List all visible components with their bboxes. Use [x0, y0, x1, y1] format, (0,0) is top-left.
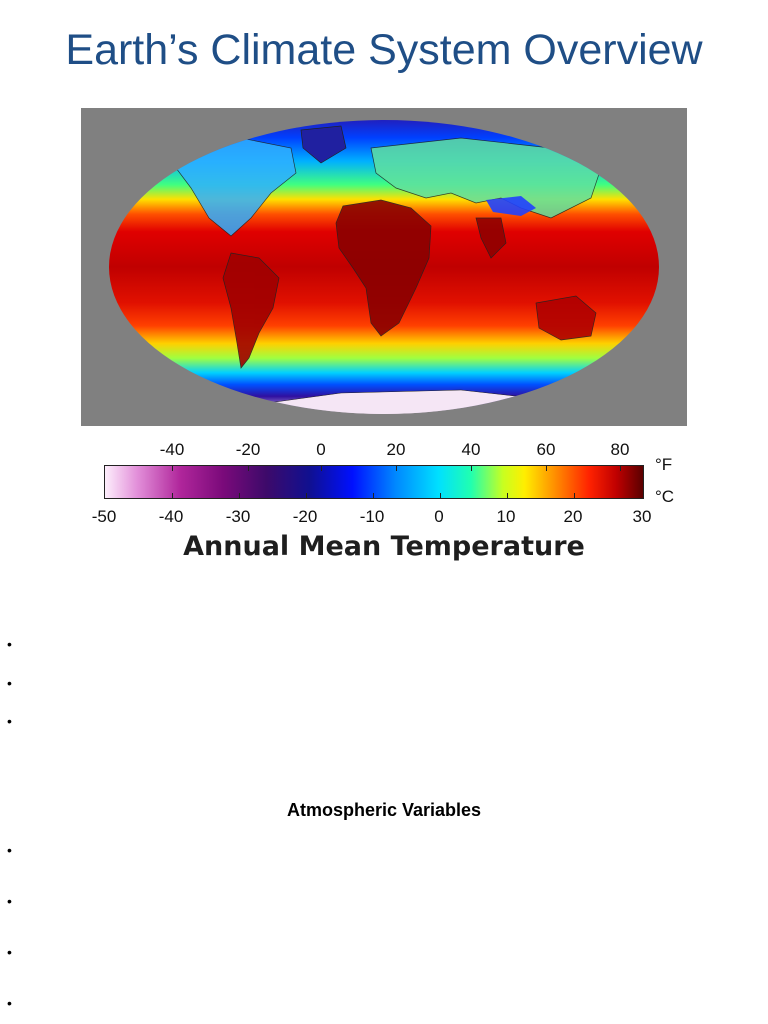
bullet-item: •: [7, 636, 12, 652]
c-tick-label: 0: [434, 507, 444, 526]
continent-australia: [535, 295, 597, 341]
section-heading: Atmospheric Variables: [286, 800, 482, 820]
fahrenheit-scale: -40 -20 0 20 40 60 80: [0, 440, 768, 462]
bullet-item: •: [7, 713, 12, 729]
continent-south-asia: [475, 217, 507, 259]
f-tick-label: 40: [461, 440, 481, 459]
continent-africa: [335, 199, 432, 337]
f-tick-label: -40: [159, 440, 185, 459]
c-tick-label: -30: [225, 507, 251, 526]
greenland: [300, 125, 347, 164]
temperature-colorbar: [104, 465, 644, 499]
tibet-cold-spot: [486, 196, 536, 216]
celsius-unit: °C: [655, 487, 675, 506]
c-tick-label: 20: [563, 507, 583, 526]
bullet-item: •: [7, 842, 12, 858]
temperature-map: [81, 108, 687, 426]
bullet-item: •: [7, 893, 12, 909]
bullet-item: •: [7, 675, 12, 691]
f-tick-label: 60: [536, 440, 556, 459]
celsius-scale: -50 -40 -30 -20 -10 0 10 20 30: [0, 507, 768, 529]
c-tick-label: 30: [632, 507, 652, 526]
fahrenheit-unit: °F: [655, 455, 673, 474]
c-tick-label: -20: [292, 507, 318, 526]
bullet-item: •: [7, 995, 12, 1011]
colorbar-title: Annual Mean Temperature: [183, 531, 585, 562]
bullet-item: •: [7, 944, 12, 960]
f-tick-label: 0: [316, 440, 326, 459]
continent-south-america: [222, 252, 280, 369]
c-tick-label: -10: [359, 507, 385, 526]
c-tick-label: -50: [91, 507, 117, 526]
continent-north-america: [170, 137, 297, 237]
page-title: Earth’s Climate System Overview: [65, 26, 703, 74]
f-tick-label: -20: [235, 440, 261, 459]
c-tick-label: -40: [158, 507, 184, 526]
c-tick-label: 10: [496, 507, 516, 526]
f-tick-label: 20: [386, 440, 406, 459]
f-tick-label: 80: [610, 440, 630, 459]
